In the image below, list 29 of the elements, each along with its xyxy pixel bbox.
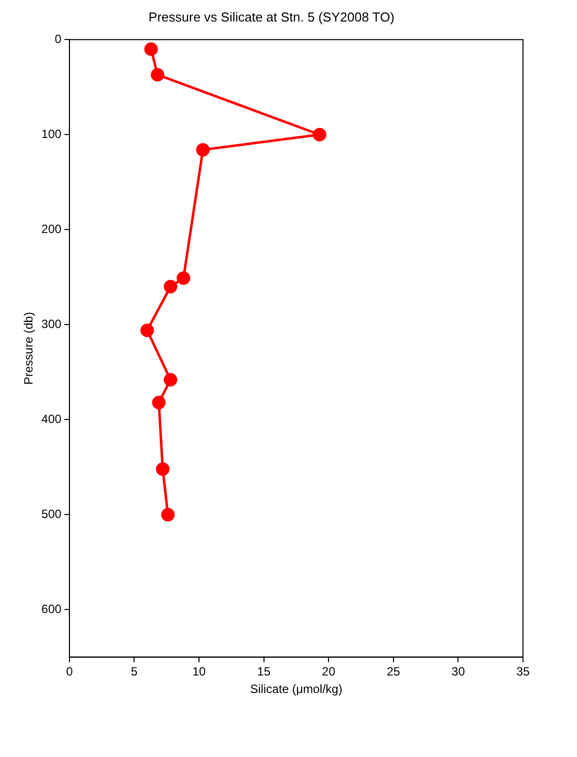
point [164, 280, 178, 294]
y-tick-label: 300 [41, 316, 62, 331]
point [144, 42, 158, 56]
y-axis-title: Pressure (db) [22, 312, 36, 385]
point [312, 128, 326, 142]
y-tick-label: 500 [41, 506, 62, 521]
point [140, 324, 154, 338]
x-tick-label: 20 [322, 664, 336, 679]
point [164, 373, 178, 387]
point [152, 396, 166, 410]
point [196, 143, 210, 157]
x-tick-label: 10 [192, 664, 206, 679]
x-tick-label: 30 [452, 664, 466, 679]
y-tick-label: 400 [41, 412, 62, 426]
y-tick-label: 100 [41, 126, 62, 141]
x-tick-label: 5 [130, 664, 138, 679]
x-axis-title: Silicate (μmol/kg) [250, 682, 342, 696]
y-tick-label: 200 [41, 222, 62, 236]
x-tick-label: 15 [257, 664, 271, 679]
point [150, 68, 164, 82]
point [156, 462, 170, 476]
x-tick-label: 0 [66, 664, 74, 679]
x-tick-label: 35 [516, 664, 530, 679]
chart-title: Pressure vs Silicate at Stn. 5 (SY2008 TO) [148, 9, 394, 24]
y-tick-label: 600 [41, 602, 62, 616]
point [176, 271, 190, 285]
y-tick-label: 0 [54, 32, 62, 46]
point [161, 508, 175, 522]
x-tick-label: 25 [386, 664, 400, 679]
